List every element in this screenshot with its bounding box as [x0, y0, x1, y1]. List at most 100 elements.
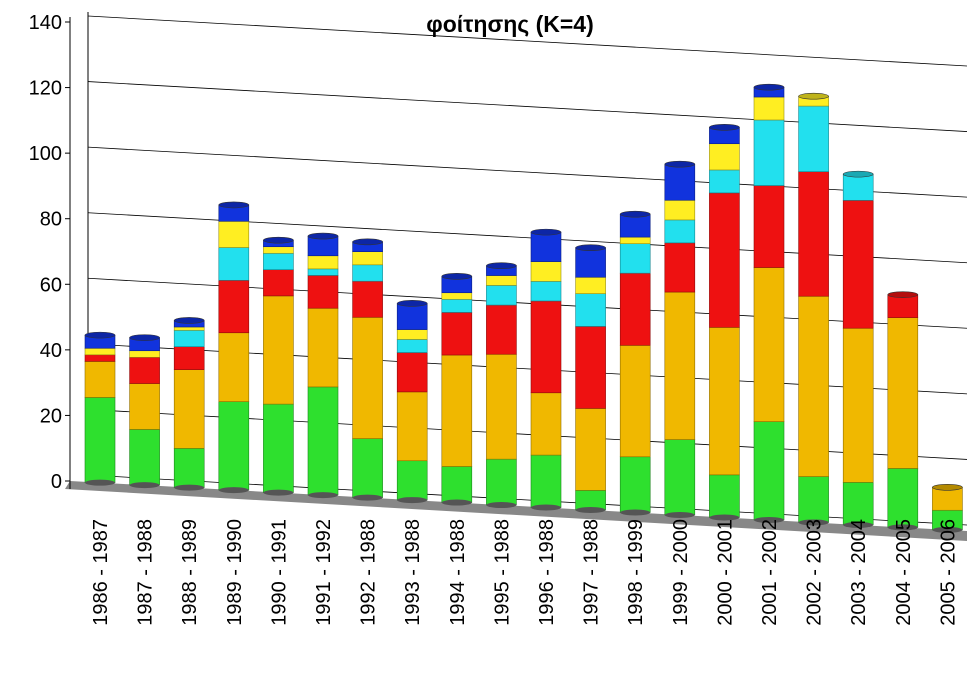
- x-tick-label: 1999 - 2000: [670, 519, 692, 626]
- bar-segment: [619, 243, 651, 274]
- bar-segment: [798, 171, 829, 297]
- x-tick-label: 2002 - 2003: [804, 519, 826, 626]
- bar-segment: [842, 482, 874, 526]
- bar-segment: [84, 361, 116, 398]
- bar-segment: [664, 439, 696, 516]
- bar-segment: [352, 280, 383, 318]
- bar-cap: [173, 317, 205, 324]
- bar-segment: [396, 303, 428, 330]
- bar-cap: [842, 170, 874, 178]
- bar-segment: [530, 300, 562, 394]
- bar-cap: [887, 291, 919, 298]
- bar-segment: [307, 386, 339, 496]
- y-tick-label: 120: [29, 78, 62, 100]
- bar-segment: [263, 269, 294, 297]
- bar-segment: [441, 466, 473, 503]
- y-tick-label: 40: [40, 340, 62, 362]
- bar-segment: [664, 199, 696, 221]
- bar-cap: [396, 300, 428, 307]
- bar-segment: [753, 421, 785, 521]
- bar-segment: [129, 383, 160, 430]
- bar-cap: [218, 201, 250, 209]
- bar-cap: [352, 238, 383, 246]
- bar-segment: [218, 220, 250, 248]
- bar-segment: [932, 486, 963, 511]
- bar-segment: [263, 252, 294, 270]
- bar-segment: [530, 454, 562, 508]
- bar-segment: [887, 468, 919, 528]
- floor: [65, 481, 967, 541]
- bar-segment: [842, 173, 874, 201]
- bar-segment: [842, 327, 874, 483]
- bar-base: [129, 482, 160, 489]
- bar-base: [531, 504, 561, 511]
- x-tick-label: 1989 - 1990: [224, 519, 246, 626]
- bar-segment: [218, 401, 250, 491]
- x-tick-label: 1998 - 1999: [625, 519, 647, 626]
- grid-line: [87, 146, 967, 198]
- bar-cap: [263, 236, 294, 244]
- bar-segment: [352, 251, 383, 266]
- bar-segment: [84, 347, 116, 356]
- bar-segment: [396, 391, 428, 462]
- bar-segment: [307, 275, 339, 309]
- bar-cap: [619, 210, 651, 218]
- bar-segment: [173, 369, 205, 449]
- bar-segment: [798, 295, 829, 477]
- bar-cap: [530, 228, 562, 236]
- chart-title: φοίτησης (K=4): [426, 11, 594, 37]
- bar-segment: [396, 352, 428, 393]
- bar-base: [798, 519, 829, 526]
- y-tick-label: 60: [40, 274, 62, 296]
- x-tick-label: 1992 - 1988: [358, 519, 380, 626]
- bar-segment: [84, 354, 116, 362]
- bar-cap: [798, 92, 829, 100]
- bar-cap: [932, 483, 963, 491]
- bar-segment: [664, 291, 696, 440]
- bar-base: [887, 524, 918, 531]
- bar-segment: [575, 408, 606, 491]
- bar-segment: [575, 326, 606, 409]
- bar-cap: [486, 262, 517, 270]
- bar-cap: [84, 331, 116, 339]
- bar-segment: [486, 458, 517, 506]
- y-tick-label: 20: [40, 405, 62, 427]
- bar-segment: [173, 326, 205, 331]
- bar-segment: [129, 350, 160, 358]
- bar-segment: [887, 317, 919, 469]
- bar-segment: [753, 267, 785, 422]
- x-tick-label: 1991 - 1992: [313, 519, 335, 626]
- bar-segment: [664, 242, 696, 293]
- bar-cap: [753, 83, 785, 91]
- bar-segment: [530, 231, 562, 262]
- bar-base: [174, 484, 205, 491]
- bar-base: [932, 526, 963, 533]
- y-tick-label: 0: [51, 471, 62, 493]
- x-tick-label: 1995 - 1988: [491, 519, 513, 626]
- bar-segment: [263, 403, 294, 493]
- bar-base: [85, 479, 115, 486]
- bar-base: [709, 514, 740, 521]
- bar-base: [441, 499, 472, 506]
- bar-segment: [84, 397, 116, 483]
- bar-segment: [173, 346, 205, 370]
- bar-cap: [441, 273, 473, 280]
- bar-segment: [352, 438, 383, 498]
- x-tick-label: 1990 - 1991: [268, 519, 290, 626]
- x-tick-label: 2001 - 2002: [759, 519, 781, 626]
- bar-segment: [352, 316, 383, 439]
- bar-segment: [530, 392, 562, 456]
- bar-segment: [441, 298, 473, 313]
- bar-segment: [173, 448, 205, 488]
- bar-segment: [709, 143, 740, 171]
- bar-segment: [173, 329, 205, 347]
- bar-cap: [709, 124, 740, 131]
- bar-segment: [129, 356, 160, 384]
- bar-segment: [575, 276, 606, 294]
- bar-cap: [575, 244, 606, 252]
- x-tick-label: 1994 - 1988: [447, 519, 469, 626]
- x-tick-label: 2004 - 2005: [893, 519, 915, 626]
- y-tick-label: 80: [40, 209, 62, 231]
- bar-base: [754, 516, 784, 523]
- bar-segment: [753, 185, 785, 268]
